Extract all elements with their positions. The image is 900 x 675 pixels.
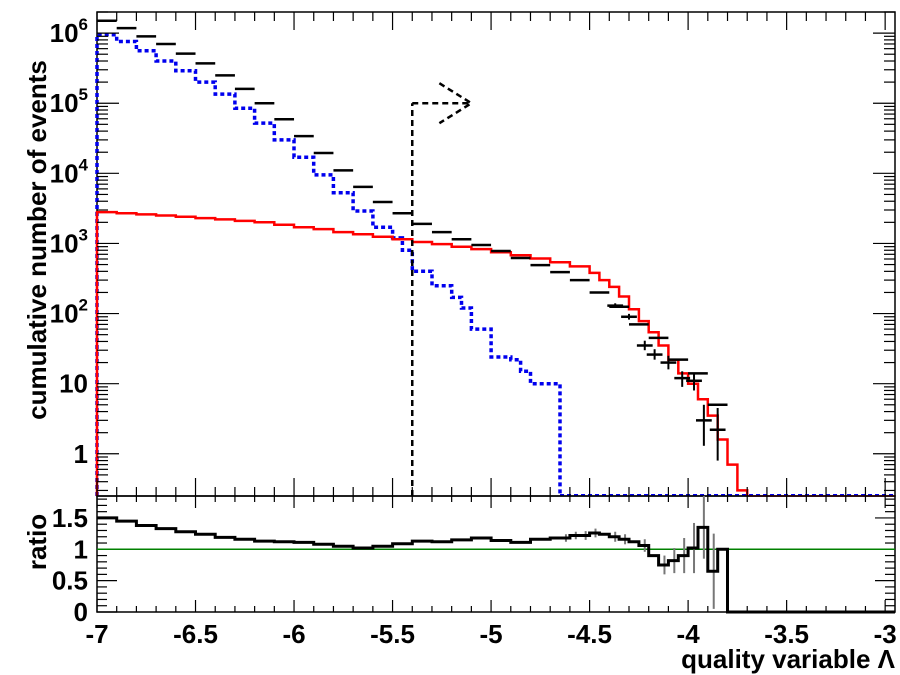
xtick-label: -5.5 xyxy=(370,619,415,649)
main-ytick-label: 102 xyxy=(50,296,88,329)
main-ytick-label: 103 xyxy=(50,225,88,258)
main-panel: 1 10 102 103 104 105 106 xyxy=(50,11,896,497)
xtick-label: -6 xyxy=(282,619,305,649)
xtick-label: -5 xyxy=(480,619,503,649)
ratio-step xyxy=(97,516,895,614)
xtick-label: -4.5 xyxy=(567,619,612,649)
xtick-label: -3.5 xyxy=(764,619,809,649)
xtick-label: -4 xyxy=(677,619,701,649)
cut-arrow-head xyxy=(438,82,474,125)
ratio-ytick-label: 0 xyxy=(74,597,88,627)
ratio-frame xyxy=(96,495,896,613)
main-ytick-label: 106 xyxy=(50,15,88,48)
main-ylabel: cumulative number of events xyxy=(22,60,52,420)
ratio-ytick-label: 0.5 xyxy=(52,566,88,596)
xtick-label: -7 xyxy=(85,619,108,649)
main-frame xyxy=(96,11,896,497)
main-ytick-label: 1 xyxy=(74,439,88,469)
ratio-ytick-label: 1 xyxy=(74,534,88,564)
series-blue-step xyxy=(95,32,562,496)
xtick-label: -3 xyxy=(874,619,897,649)
ratio-ytick-label: 1.5 xyxy=(52,503,88,533)
ratio-ylabel: ratio xyxy=(22,514,52,570)
ratio-panel: -7 -6.5 -6 -5.5 -5 -4.5 -4 -3.5 -3 00.511.5 xyxy=(52,495,897,649)
main-ytick-label: 104 xyxy=(50,155,89,188)
xlabel: quality variable Λ xyxy=(681,644,896,674)
xtick-label: -6.5 xyxy=(173,619,218,649)
main-ytick-label: 105 xyxy=(50,85,88,118)
main-ytick-label: 10 xyxy=(59,369,88,399)
